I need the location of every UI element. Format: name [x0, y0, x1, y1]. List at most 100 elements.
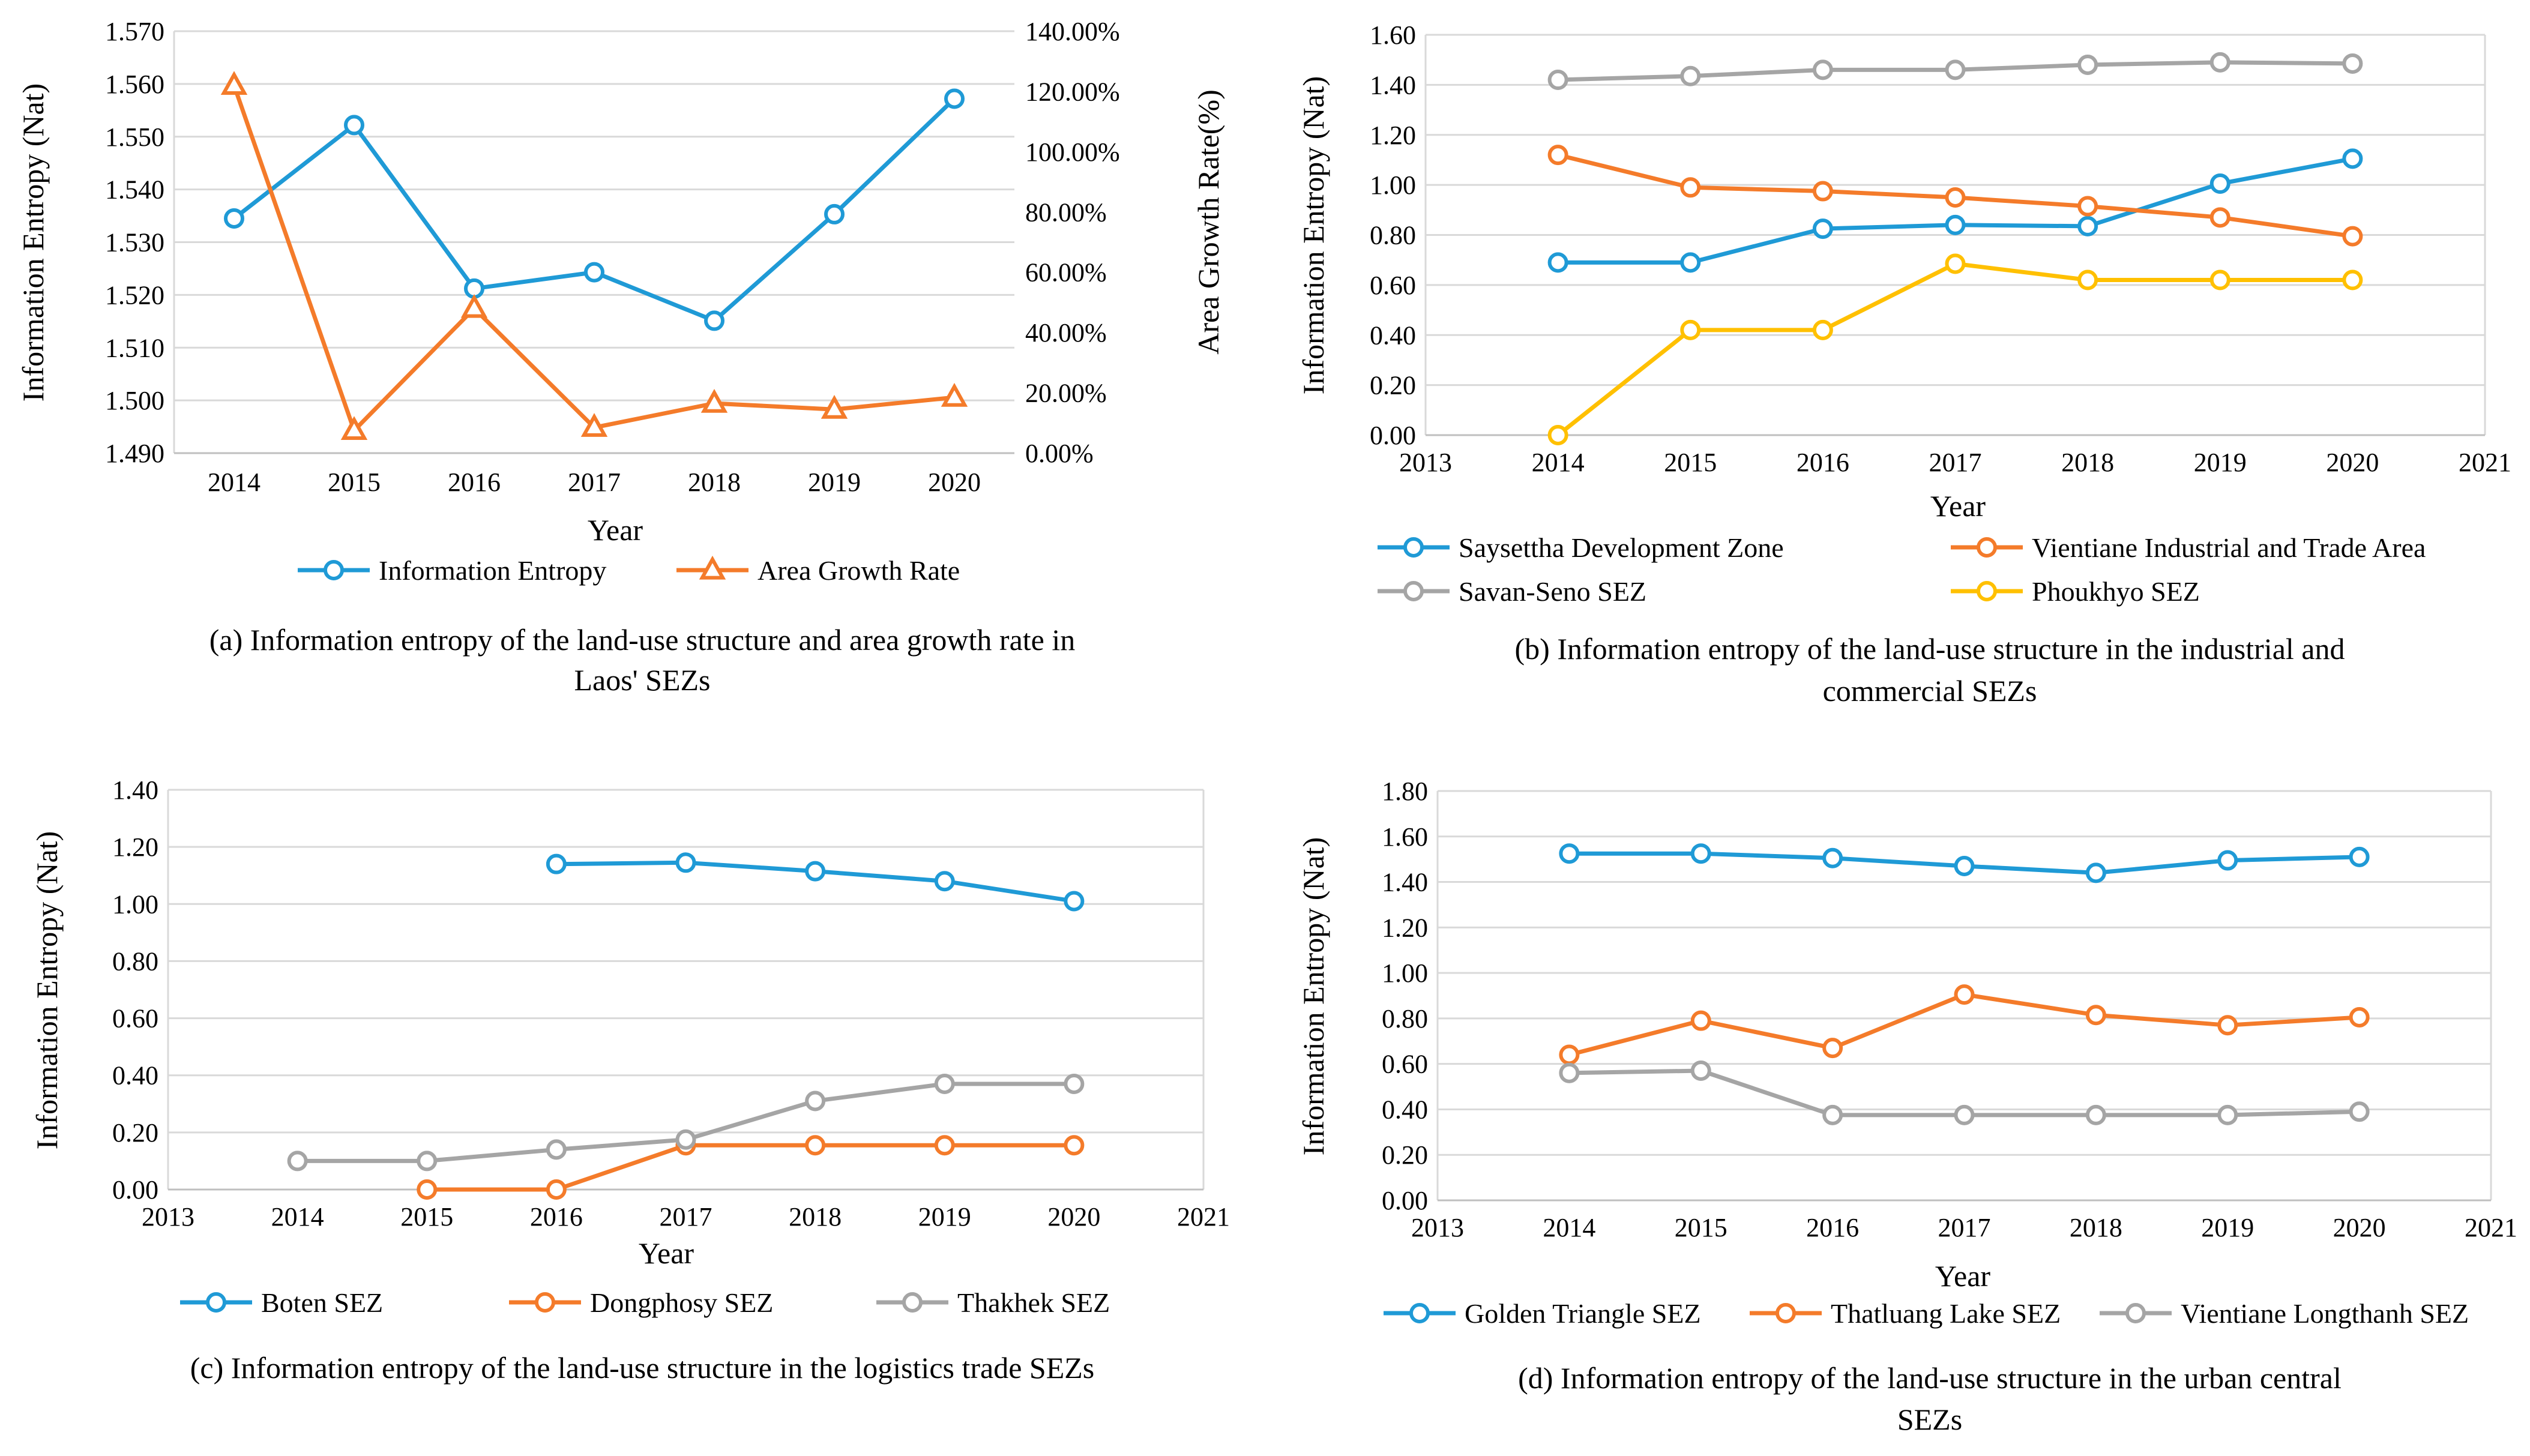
x-axis-title: Year	[1930, 489, 1986, 523]
x-axis-title: Year	[639, 1236, 694, 1270]
y-tick-label: 1.500	[105, 386, 164, 415]
legend-marker-1	[1776, 1303, 1796, 1323]
y-tick-label: 1.20	[112, 832, 158, 862]
x-tick-label: 2015	[1664, 448, 1717, 477]
x-tick-label: 2017	[660, 1202, 712, 1232]
y-tick-label: 0.40	[1370, 320, 1416, 350]
x-tick-label: 2017	[1929, 448, 1982, 477]
x-tick-label: 2017	[1938, 1213, 1991, 1242]
data-point	[1559, 843, 1580, 864]
x-tick-label: 2016	[448, 468, 501, 497]
y-tick-label: 1.510	[105, 333, 164, 362]
series-phoukhyo-sez	[1547, 253, 2363, 445]
chart-a: 1.490 1.500 1.510 1.520 1.530 1.540 1.550 1.560…	[16, 17, 1225, 697]
data-point	[1547, 145, 1568, 166]
series-dongphosy-sez	[417, 1135, 1085, 1200]
data-point	[2349, 1101, 2370, 1122]
x-tick-label: 2021	[1177, 1202, 1230, 1232]
data-point	[344, 115, 364, 136]
data-point	[2077, 215, 2098, 236]
x-tick-label: 2017	[568, 468, 621, 497]
data-point	[934, 1073, 955, 1094]
data-point	[1064, 1135, 1085, 1156]
data-point	[1945, 59, 1966, 80]
x-tick-label: 2013	[1399, 448, 1452, 477]
x-tick-label: 2014	[1532, 448, 1585, 477]
legend-marker-0	[324, 560, 344, 580]
data-point	[1559, 1062, 1580, 1083]
x-tick-label: 2021	[2459, 448, 2511, 477]
data-point	[2085, 862, 2106, 883]
chart-b: 0.00 0.20 0.40 0.60 0.80 1.00 1.20 1.40 1.60 2013…	[1297, 20, 2511, 708]
y-tick-label: 1.540	[105, 175, 164, 205]
y2-tick-label: 80.00%	[1025, 197, 1107, 227]
data-point	[417, 1179, 438, 1200]
legend-marker-0	[1403, 537, 1424, 558]
y-tick-label: 0.00	[112, 1175, 158, 1205]
data-point	[460, 293, 488, 318]
legend-marker-2	[2125, 1303, 2146, 1323]
series-line	[427, 1143, 1074, 1192]
y-tick-label: 1.490	[105, 439, 164, 468]
data-point	[1680, 65, 1701, 86]
y2-tick-label: 0.00%	[1025, 439, 1094, 468]
legend-marker-2	[1403, 581, 1424, 601]
y-tick-label: 1.00	[1382, 958, 1428, 988]
y-tick-label: 1.40	[1370, 70, 1416, 100]
y-tick-label: 0.60	[1370, 271, 1416, 300]
x-tick-label: 2019	[2201, 1213, 2254, 1242]
legend-label-2: Thakhek SEZ	[957, 1287, 1110, 1318]
chart-d: 0.00 0.20 0.40 0.60 0.80 1.00 1.20 1.40 1.60 1.80…	[1297, 777, 2517, 1436]
y-tick-label: 1.530	[105, 228, 164, 257]
data-point	[1680, 252, 1701, 273]
x-tick-label: 2018	[2070, 1213, 2122, 1242]
y-tick-label: 1.60	[1370, 20, 1416, 50]
series-information-entropy	[224, 88, 965, 331]
y-tick-label: 1.560	[105, 70, 164, 99]
y-tick-label: 0.40	[1382, 1095, 1428, 1124]
data-point	[546, 1179, 567, 1200]
x-tick-label: 2019	[2194, 448, 2247, 477]
data-point	[580, 413, 608, 437]
x-tick-label: 2021	[2465, 1213, 2517, 1242]
legend-label-0: Golden Triangle SEZ	[1465, 1298, 1701, 1329]
chart-caption: Laos' SEZs	[574, 663, 710, 697]
x-tick-label: 2014	[1543, 1213, 1595, 1242]
series-line	[1556, 261, 2353, 437]
x-tick-label: 2015	[328, 468, 381, 497]
series-thatluang-lake-sez	[1559, 984, 2370, 1065]
legend-label-0: Information Entropy	[379, 555, 606, 586]
y2-tick-label: 100.00%	[1025, 137, 1120, 167]
data-point	[1945, 253, 1966, 274]
x-tick-label: 2020	[1047, 1202, 1100, 1232]
data-point	[2209, 173, 2230, 194]
data-point	[2217, 1104, 2238, 1125]
series-line	[1558, 156, 2354, 265]
x-tick-label: 2020	[928, 468, 981, 497]
series-area-growth-rate	[220, 71, 968, 440]
x-tick-label: 2015	[1675, 1213, 1727, 1242]
x-tick-label: 2018	[688, 468, 741, 497]
x-tick-label: 2014	[271, 1202, 324, 1232]
y-tick-label: 1.570	[105, 17, 164, 46]
series-line	[232, 97, 956, 323]
legend-label-2: Vientiane Longthanh SEZ	[2181, 1298, 2469, 1329]
legend-marker-1	[699, 555, 726, 580]
legend-label-1: Vientiane Industrial and Trade Area	[2032, 532, 2426, 563]
legend-marker-2	[902, 1292, 923, 1313]
legend-marker-0	[1409, 1303, 1430, 1323]
data-point	[1064, 1073, 1085, 1094]
chart-caption: (c) Information entropy of the land-use …	[190, 1351, 1095, 1385]
data-point	[1954, 856, 1975, 877]
data-point	[2217, 1015, 2238, 1036]
y-tick-label: 0.20	[1370, 371, 1416, 400]
data-point	[1954, 984, 1975, 1005]
data-point	[224, 208, 244, 229]
data-point	[805, 861, 826, 882]
data-point	[805, 1135, 826, 1156]
y-tick-label: 1.80	[1382, 777, 1428, 806]
data-point	[934, 1135, 955, 1156]
y-axis-title: Information Entropy (Nat)	[1297, 76, 1330, 394]
data-point	[287, 1151, 308, 1172]
